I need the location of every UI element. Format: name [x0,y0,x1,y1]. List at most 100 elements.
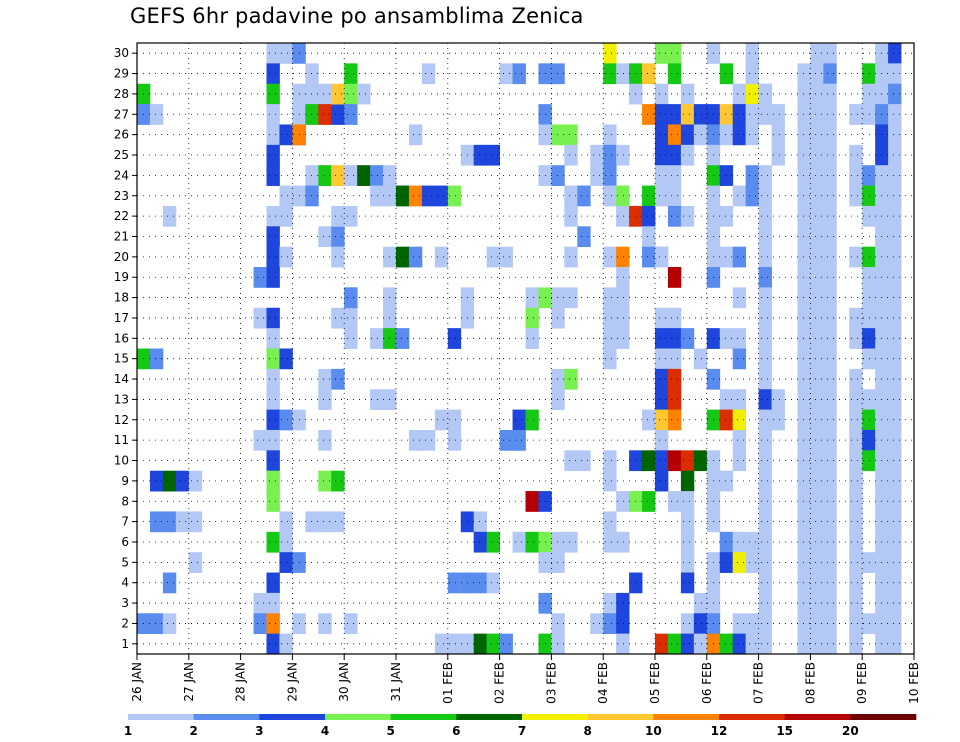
x-tick-label: 07 FEB [752,662,766,704]
heatmap-cell [758,104,772,125]
heatmap-cell [810,165,824,186]
heatmap-cell [279,205,293,227]
heatmap-cell [279,185,293,207]
heatmap-cell [512,531,526,553]
heatmap-cell [797,226,811,248]
heatmap-cell [810,83,824,105]
heatmap-cell [797,287,811,309]
heatmap-cell [797,185,811,207]
heatmap-cell [318,511,332,533]
heatmap-cell [279,633,293,655]
heatmap-cell [810,307,824,329]
heatmap-cell [797,450,811,472]
heatmap-cell [149,470,164,492]
heatmap-cell [603,328,617,349]
heatmap-cell [616,246,630,268]
heatmap-cell [266,267,280,288]
heatmap-cell [771,104,785,125]
colorbar-swatch [259,714,326,720]
heatmap-cell [693,613,708,635]
heatmap-cell [888,429,902,451]
heatmap-cell [862,348,876,370]
heatmap-cell [888,205,902,227]
colorbar-label: 6 [452,724,460,738]
heatmap-cell [680,470,695,492]
colorbar-swatch [653,714,720,720]
colorbar-swatch [587,714,654,720]
heatmap-cell [434,633,449,655]
heatmap-cell [823,491,837,512]
heatmap-cell [603,287,617,309]
heatmap-cell [408,124,423,146]
heatmap-cell [447,409,462,431]
heatmap-cell [266,165,280,186]
y-tick-label: 17 [114,311,129,325]
heatmap-cell [331,226,345,248]
heatmap-cell [823,572,837,594]
colorbar-label: 15 [776,724,793,738]
heatmap-cell [758,511,772,533]
heatmap-cell [149,511,164,533]
colorbar-label: 5 [386,724,394,738]
heatmap-cell [525,491,539,512]
x-tick-label: 05 FEB [648,662,662,704]
heatmap-cell [551,389,565,410]
y-tick-label: 15 [114,352,129,366]
heatmap-cell [797,470,811,492]
heatmap-cell [603,613,617,635]
heatmap-cell [745,104,759,125]
heatmap-cell [680,144,695,166]
heatmap-cell [655,450,669,472]
heatmap-cell [616,613,630,635]
heatmap-cell [175,470,190,492]
heatmap-cell [616,491,630,512]
heatmap-cell [862,613,876,635]
heatmap-cell [888,389,902,410]
y-tick-label: 1 [121,637,129,651]
heatmap-cell [331,511,345,533]
heatmap-cell [616,633,630,655]
colorbar-swatch [456,714,523,720]
y-tick-label: 27 [114,107,129,121]
heatmap-cell [551,368,565,390]
heatmap-cell [370,328,384,349]
heatmap-cell [266,572,280,594]
heatmap-cell [719,633,734,655]
heatmap-cell [758,389,772,410]
heatmap-cell [590,165,604,186]
heatmap-cell [719,205,734,227]
heatmap-cell [162,511,177,533]
heatmap-cell [862,328,876,349]
heatmap-cell [266,348,280,370]
heatmap-cell [253,592,267,614]
heatmap-cell [719,124,734,146]
y-tick-label: 8 [121,494,129,508]
heatmap-cell [823,592,837,614]
heatmap-cell [266,633,280,655]
heatmap-cell [758,246,772,268]
heatmap-cell [357,165,371,186]
colorbar-swatch [193,714,260,720]
heatmap-cell [849,429,863,451]
heatmap-cell [693,124,708,146]
heatmap-cell [810,287,824,309]
heatmap-cell [667,104,682,125]
heatmap-cell [331,307,345,329]
heatmap-cell [318,613,332,635]
heatmap-cell [810,429,824,451]
heatmap-cell [603,307,617,329]
heatmap-cell [331,205,345,227]
heatmap-cell [512,63,526,85]
x-tick-label: 01 FEB [441,662,455,704]
heatmap-cell [810,205,824,227]
heatmap-cell [603,450,617,472]
heatmap-cell [667,409,682,431]
heatmap-cell [823,511,837,533]
heatmap-cell [849,307,863,329]
heatmap-cell [616,307,630,329]
heatmap-cell [642,226,656,248]
heatmap-cell [551,613,565,635]
heatmap-cell [305,185,319,207]
heatmap-cell [758,368,772,390]
